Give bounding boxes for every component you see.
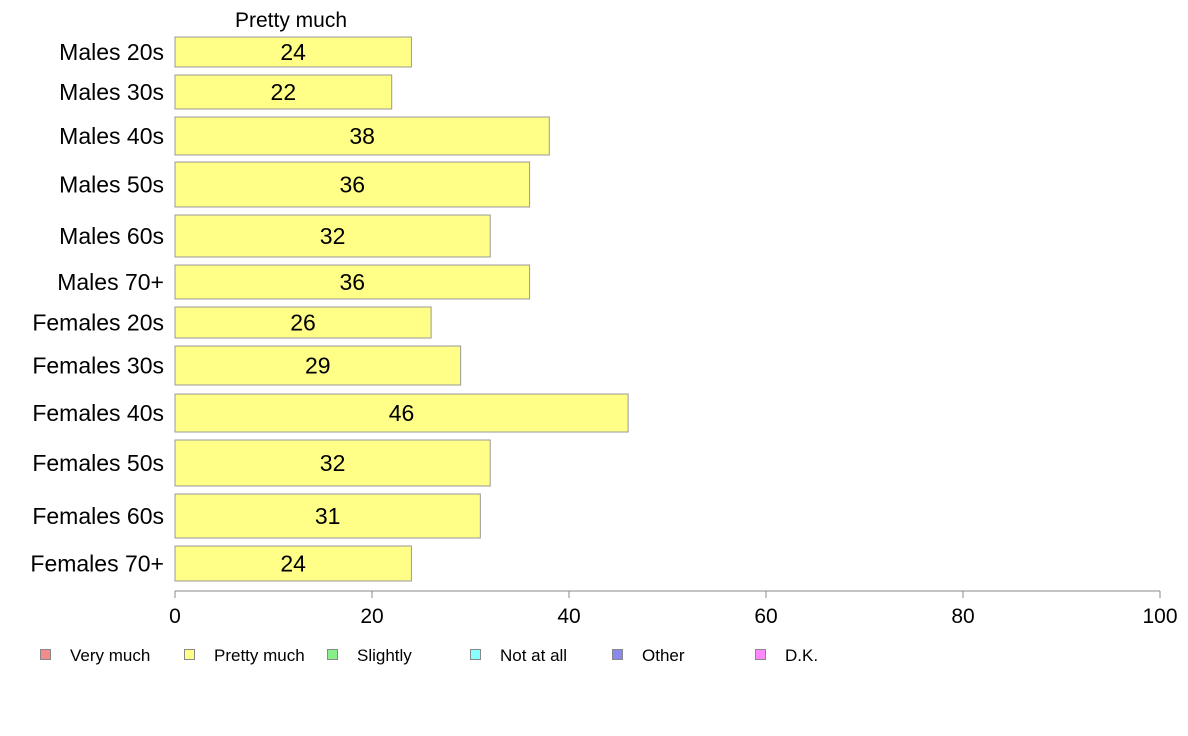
- x-axis: 0 20 40 60 80 100: [169, 590, 1178, 628]
- category-label: Males 60s: [59, 223, 164, 249]
- legend-swatch: [327, 649, 338, 660]
- x-tick-label: 80: [951, 605, 974, 628]
- category-label: Males 50s: [59, 172, 164, 198]
- x-tick-label: 100: [1142, 605, 1177, 628]
- bar-value-label: 24: [280, 551, 306, 577]
- bar-chart: Pretty much 24 22 38 36 32 36 26 29 46 32 31 24 Mal…: [30, 9, 1178, 628]
- bar: [174, 264, 531, 300]
- legend-label: Other: [642, 646, 685, 665]
- category-labels: Males 20s Males 30s Males 40s Males 50s Male…: [30, 39, 164, 577]
- legend-swatch: [470, 649, 481, 660]
- category-label: Males 40s: [59, 123, 164, 149]
- category-label: Females 20s: [32, 310, 164, 336]
- bar: [174, 306, 432, 339]
- bar: [174, 116, 550, 156]
- bars-group: 24 22 38 36 32 36 26 29 46 32 31 24: [174, 36, 629, 582]
- category-label: Females 70+: [30, 551, 164, 577]
- x-tick-label: 0: [169, 605, 181, 628]
- category-label: Males 20s: [59, 39, 164, 65]
- bar-value-label: 26: [290, 310, 316, 336]
- legend-label: Very much: [70, 646, 151, 665]
- bar: [174, 493, 481, 539]
- bar: [174, 161, 531, 208]
- bar-value-label: 32: [320, 223, 346, 249]
- x-tick-label: 60: [754, 605, 777, 628]
- bar-value-label: 38: [349, 123, 375, 149]
- bar-value-label: 36: [340, 172, 366, 198]
- legend: Very much Pretty much Slightly Not at all Ot…: [0, 646, 1188, 670]
- category-label: Females 60s: [32, 503, 164, 529]
- category-label: Females 30s: [32, 353, 164, 379]
- bar: [174, 439, 491, 487]
- bar: [174, 214, 491, 258]
- bar-value-label: 29: [305, 353, 331, 379]
- bar: [174, 345, 462, 386]
- legend-swatch: [40, 649, 51, 660]
- category-label: Females 50s: [32, 450, 164, 476]
- legend-label: D.K.: [785, 646, 819, 665]
- bar-value-label: 36: [340, 269, 366, 295]
- category-label: Males 70+: [57, 269, 164, 295]
- bar-value-label: 46: [389, 400, 415, 426]
- category-label: Males 30s: [59, 79, 164, 105]
- category-label: Females 40s: [32, 400, 164, 426]
- legend-swatch: [612, 649, 623, 660]
- x-tick-label: 40: [557, 605, 580, 628]
- legend-swatch: [184, 649, 195, 660]
- x-tick-label: 20: [360, 605, 383, 628]
- bar: [174, 74, 393, 110]
- bar: [174, 393, 629, 433]
- legend-label: Not at all: [500, 646, 568, 665]
- chart-title: Pretty much: [235, 9, 347, 32]
- bar-value-label: 31: [315, 503, 341, 529]
- legend-label: Slightly: [357, 646, 412, 665]
- bar: [174, 545, 412, 582]
- legend-label: Pretty much: [214, 646, 305, 665]
- legend-swatch: [755, 649, 766, 660]
- bar-value-label: 24: [280, 39, 306, 65]
- bar-value-label: 22: [271, 79, 297, 105]
- bar: [174, 36, 412, 68]
- bar-value-label: 32: [320, 450, 346, 476]
